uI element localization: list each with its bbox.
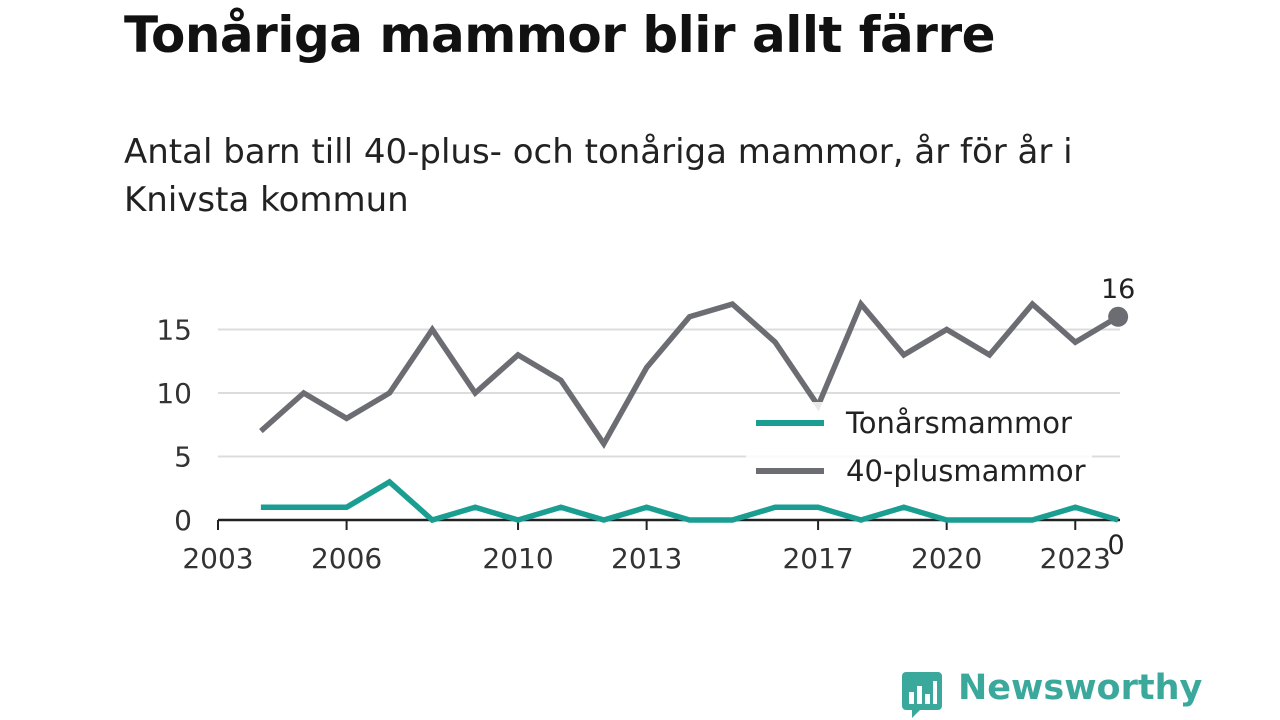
- y-tick-label: 10: [156, 377, 192, 410]
- legend-background: [746, 402, 1092, 498]
- x-tick-label: 2006: [311, 542, 382, 575]
- x-tick-label: 2003: [182, 542, 253, 575]
- series-line-tonarsmammor: [260, 478, 1119, 524]
- x-axis: 2003 2006 2010 2013 2017 2020 2023: [182, 518, 1120, 575]
- series-line-40-plusmammor: [259, 298, 1120, 450]
- legend: Tonårsmammor 40-plusmammor: [746, 402, 1092, 498]
- y-axis: 0 5 10 15: [156, 314, 192, 538]
- x-tick-label: 2017: [782, 542, 853, 575]
- end-label-40-plusmammor: 16: [1101, 274, 1135, 305]
- brand-name: Newsworthy: [958, 668, 1203, 708]
- x-tick-label: 2020: [911, 542, 982, 575]
- series-lines: [259, 298, 1129, 524]
- legend-label: 40-plusmammor: [846, 454, 1086, 488]
- y-tick-label: 0: [174, 504, 192, 537]
- end-point-40-plusmammor: [1108, 306, 1129, 327]
- end-labels: 16 0: [1101, 274, 1135, 561]
- newsworthy-chart-icon: [902, 672, 942, 718]
- chart-subtitle: Antal barn till 40-plus- och tonåriga ma…: [124, 132, 1073, 220]
- y-tick-label: 5: [174, 441, 192, 474]
- page-title: Tonåriga mammor blir allt färre: [124, 6, 996, 64]
- end-label-tonarsmammor: 0: [1108, 530, 1125, 561]
- x-tick-label: 2023: [1040, 542, 1111, 575]
- legend-label: Tonårsmammor: [845, 406, 1072, 440]
- y-tick-label: 15: [156, 314, 192, 347]
- x-tick-label: 2010: [482, 542, 553, 575]
- x-tick-label: 2013: [611, 542, 682, 575]
